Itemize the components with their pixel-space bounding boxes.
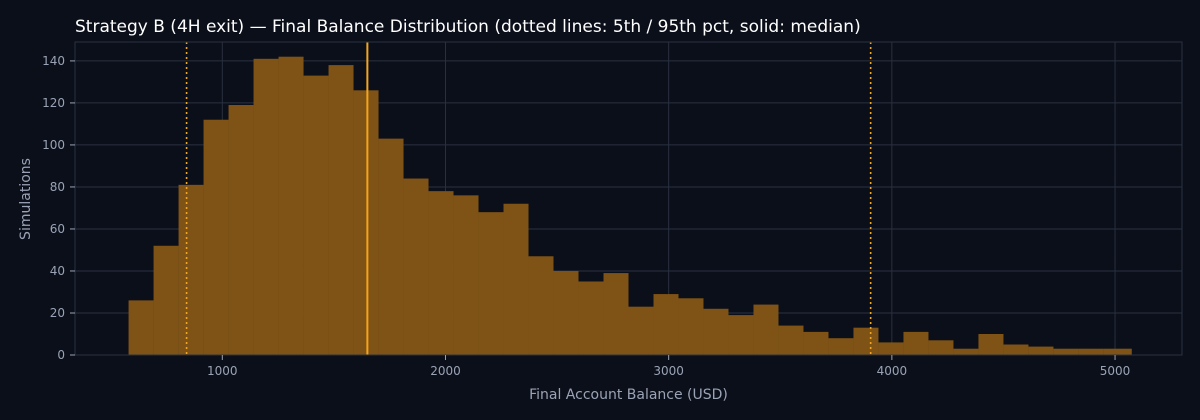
histogram-bar (528, 256, 554, 355)
y-tick-label: 100 (42, 138, 65, 152)
histogram-bar (603, 273, 629, 355)
histogram-bar (853, 327, 879, 355)
y-tick-label: 120 (42, 96, 65, 110)
histogram-bar (828, 338, 854, 355)
histogram-bar (403, 178, 429, 355)
y-tick-label: 20 (50, 306, 65, 320)
reference-lines (185, 42, 872, 355)
histogram-bar (1003, 344, 1029, 355)
histogram-bar (653, 294, 679, 355)
histogram-bar (553, 270, 579, 355)
x-tick-label: 1000 (207, 364, 238, 378)
histogram-bar (478, 212, 504, 355)
y-tick-label: 60 (50, 222, 65, 236)
histogram-bar (1078, 348, 1104, 355)
x-tick-label: 4000 (877, 364, 908, 378)
histogram-bar (903, 331, 929, 355)
histogram-bar (778, 325, 804, 355)
histogram-bar (703, 308, 729, 355)
histogram-bar (628, 306, 654, 355)
histogram-bar (203, 119, 229, 356)
histogram-bar (378, 138, 404, 355)
histogram-bar (878, 342, 904, 355)
plot-frame (74, 41, 1183, 356)
histogram-bar (953, 348, 979, 355)
histogram-bar (453, 195, 479, 355)
histogram-bar (753, 304, 779, 355)
x-tick-label: 5000 (1100, 364, 1131, 378)
histogram-bar (978, 333, 1004, 355)
histogram-bar (678, 298, 704, 355)
axes: 0 20 40 60 80 100 120 140 1000 2000 3000 4000 5000 (42, 41, 1183, 378)
histogram-bar (253, 58, 279, 356)
chart-title: Strategy B (4H exit) — Final Balance Dis… (75, 17, 861, 37)
histogram-bar (928, 340, 954, 355)
histogram-bar (578, 281, 604, 355)
histogram-bar (728, 315, 754, 355)
histogram-bar (153, 245, 179, 355)
y-tick-label: 140 (42, 54, 65, 68)
y-tick-label: 40 (50, 264, 65, 278)
histogram-bar (428, 191, 454, 355)
histogram-bar (503, 203, 529, 355)
histogram-bar (178, 184, 204, 355)
histogram-bar (303, 75, 329, 355)
histogram-bar (353, 90, 379, 356)
x-tick-label: 3000 (653, 364, 684, 378)
histogram-bar (1028, 346, 1054, 355)
y-tick-label: 0 (57, 348, 65, 362)
histogram-bar (1103, 348, 1132, 355)
x-tick-label: 2000 (430, 364, 461, 378)
histogram-bars (128, 56, 1132, 356)
histogram-bar (328, 65, 354, 355)
histogram-bar (803, 331, 829, 355)
y-tick-label: 80 (50, 180, 65, 194)
histogram-bar (128, 300, 154, 355)
histogram-bar (278, 56, 304, 355)
histogram-bar (1053, 348, 1079, 355)
x-axis-label: Final Account Balance (USD) (529, 387, 728, 403)
y-axis-label: Simulations (18, 158, 34, 240)
histogram-bar (228, 105, 254, 355)
